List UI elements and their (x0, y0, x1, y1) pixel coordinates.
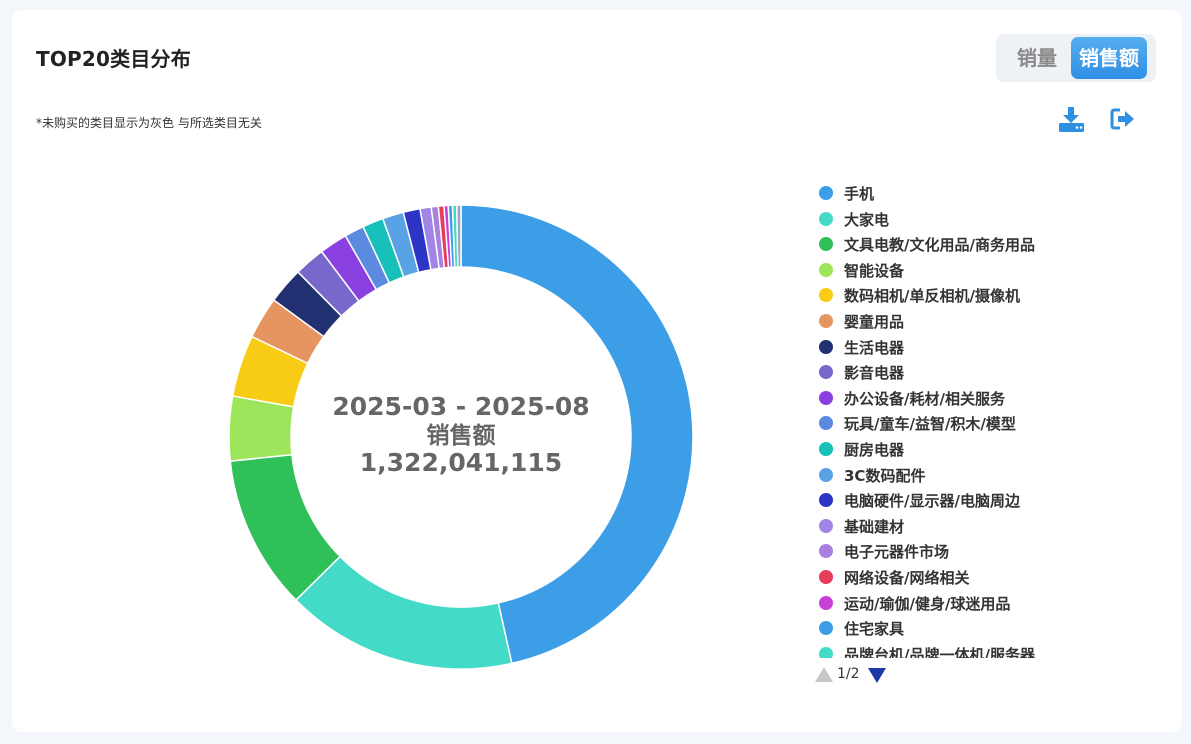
legend-item[interactable]: 办公设备/耗材/相关服务 (815, 385, 1115, 411)
legend-color-dot (819, 569, 833, 584)
legend-color-dot (819, 595, 833, 610)
donut-slice[interactable] (455, 204, 462, 268)
legend-label: 厨房电器 (844, 440, 905, 459)
legend-label: 品牌台机/品牌一体机/服务器 (844, 645, 1035, 658)
export-icon[interactable] (1109, 106, 1139, 134)
legend-label: 文具电教/文化用品/商务用品 (844, 236, 1035, 255)
download-icon[interactable] (1057, 106, 1087, 134)
legend-color-dot (819, 390, 833, 405)
legend-color-dot (819, 493, 833, 508)
legend-color-dot (819, 621, 833, 636)
legend-color-dot (819, 211, 833, 226)
legend-label: 基础建材 (844, 517, 905, 536)
legend-label: 办公设备/耗材/相关服务 (844, 389, 1005, 408)
legend-color-dot (819, 441, 833, 456)
legend-label: 婴童用品 (844, 312, 905, 331)
legend-color-dot (819, 237, 833, 252)
center-date-range: 2025-03 - 2025-08 (332, 392, 589, 421)
legend-label: 玩具/童车/益智/积木/模型 (844, 415, 1016, 434)
page-indicator: 1/2 (837, 666, 860, 682)
legend-item[interactable]: 大家电 (815, 206, 1115, 232)
page-up-icon[interactable] (815, 667, 833, 682)
legend-item[interactable]: 网络设备/网络相关 (815, 564, 1115, 590)
center-metric-label: 销售额 (427, 422, 496, 449)
legend-label: 电脑硬件/显示器/电脑周边 (844, 492, 1020, 511)
legend-color-dot (819, 365, 833, 380)
legend-item[interactable]: 文具电教/文化用品/商务用品 (815, 231, 1115, 257)
legend-item[interactable]: 电脑硬件/显示器/电脑周边 (815, 487, 1115, 513)
center-total-value: 1,322,041,115 (360, 448, 562, 477)
legend-label: 电子元器件市场 (844, 543, 950, 562)
legend-label: 手机 (844, 185, 875, 203)
legend-item[interactable]: 智能设备 (815, 257, 1115, 283)
legend-item[interactable]: 生活电器 (815, 334, 1115, 360)
legend-color-dot (819, 416, 833, 431)
legend-label: 运动/瑜伽/健身/球迷用品 (844, 594, 1011, 613)
legend-item[interactable]: 玩具/童车/益智/积木/模型 (815, 410, 1115, 436)
toggle-sales-volume[interactable]: 销量 (1017, 46, 1057, 70)
legend-item[interactable]: 运动/瑜伽/健身/球迷用品 (815, 590, 1115, 616)
legend-color-dot (819, 186, 833, 200)
legend-item[interactable]: 影音电器 (815, 359, 1115, 385)
card-title: TOP20类目分布 (36, 47, 191, 71)
legend-label: 住宅家具 (844, 620, 905, 639)
chart-legend: 手机大家电文具电教/文化用品/商务用品 智能设备数码相机/单反相机/摄像机 婴童用品… (815, 180, 1115, 658)
donut-slice[interactable] (460, 204, 694, 665)
toggle-sales-amount[interactable]: 销售额 (1071, 37, 1147, 79)
legend-item[interactable]: 数码相机/单反相机/摄像机 (815, 282, 1115, 308)
legend-color-dot (819, 313, 833, 328)
page-down-icon[interactable] (868, 668, 886, 683)
legend-color-dot (819, 544, 833, 559)
legend-color-dot (819, 467, 833, 482)
legend-label: 大家电 (844, 210, 890, 229)
legend-label: 生活电器 (844, 338, 905, 357)
legend-label: 网络设备/网络相关 (844, 568, 970, 587)
legend-item[interactable]: 婴童用品 (815, 308, 1115, 334)
donut-slice[interactable] (294, 555, 513, 670)
metric-toggle: 销量 销售额 (996, 34, 1156, 82)
gray-category-note: *未购买的类目显示为灰色 与所选类目无关 (36, 116, 262, 130)
legend-item[interactable]: 手机 (815, 180, 1115, 206)
legend-color-dot (819, 288, 833, 303)
legend-color-dot (819, 339, 833, 354)
legend-label: 数码相机/单反相机/摄像机 (844, 287, 1020, 306)
legend-item[interactable]: 住宅家具 (815, 615, 1115, 641)
legend-color-dot (819, 262, 833, 277)
legend-item[interactable]: 电子元器件市场 (815, 538, 1115, 564)
legend-label: 智能设备 (844, 261, 905, 280)
legend-item[interactable]: 品牌台机/品牌一体机/服务器 (815, 641, 1115, 658)
legend-color-dot (819, 646, 833, 658)
legend-color-dot (819, 518, 833, 533)
legend-item[interactable]: 3C数码配件 (815, 462, 1115, 488)
legend-label: 影音电器 (844, 364, 905, 383)
legend-item[interactable]: 厨房电器 (815, 436, 1115, 462)
legend-label: 3C数码配件 (844, 466, 926, 485)
legend-item[interactable]: 基础建材 (815, 513, 1115, 539)
